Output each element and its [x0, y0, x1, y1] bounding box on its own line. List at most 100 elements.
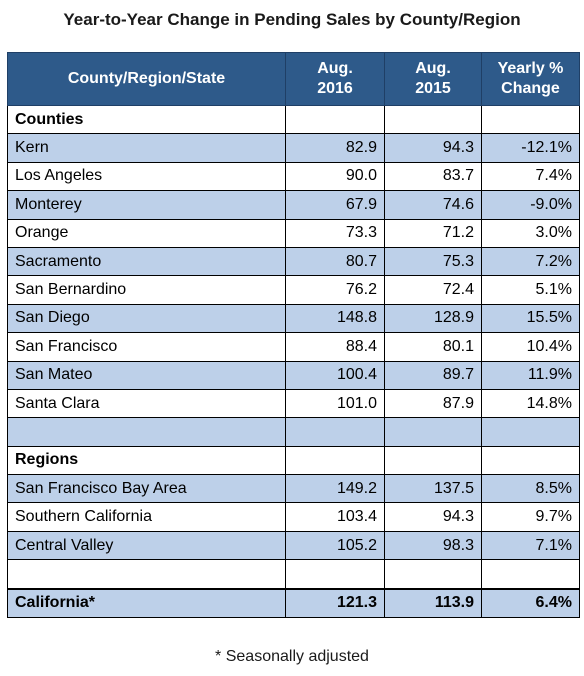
cell-aug-2015	[384, 559, 482, 590]
cell-aug-2015	[384, 445, 482, 476]
cell-yearly-change: 9.7%	[481, 502, 580, 532]
cell-yearly-change: 6.4%	[481, 587, 580, 619]
row-label: San Francisco	[7, 332, 286, 362]
cell-aug-2015: 83.7	[384, 161, 482, 192]
cell-yearly-change: 5.1%	[481, 275, 580, 305]
section-row: Counties	[7, 104, 580, 135]
table-row: San Francisco 88.4 80.1 10.4%	[7, 332, 580, 362]
cell-aug-2016: 101.0	[285, 388, 385, 419]
row-label: Central Valley	[7, 530, 286, 561]
cell-yearly-change	[481, 417, 580, 447]
table-header: County/Region/State Aug. 2016 Aug. 2015 Yearl…	[7, 52, 580, 106]
cell-yearly-change	[481, 445, 580, 476]
cell-yearly-change: -9.0%	[481, 190, 580, 220]
row-label: San Diego	[7, 303, 286, 334]
cell-yearly-change: 14.8%	[481, 388, 580, 419]
row-label: Los Angeles	[7, 161, 286, 192]
cell-aug-2015: 137.5	[384, 474, 482, 504]
cell-aug-2016: 103.4	[285, 502, 385, 532]
cell-aug-2015: 128.9	[384, 303, 482, 334]
cell-yearly-change: 3.0%	[481, 218, 580, 248]
column-header-line2: 2016	[317, 80, 353, 97]
cell-yearly-change: 15.5%	[481, 303, 580, 334]
header-row: County/Region/State Aug. 2016 Aug. 2015 Yearl…	[7, 52, 580, 106]
pending-sales-table: County/Region/State Aug. 2016 Aug. 2015 Yearl…	[7, 52, 580, 619]
row-label: Regions	[7, 445, 286, 476]
row-label: San Bernardino	[7, 275, 286, 305]
total-row: California* 121.3 113.9 6.4%	[7, 587, 580, 619]
cell-aug-2016	[285, 104, 385, 135]
cell-aug-2015: 98.3	[384, 530, 482, 561]
cell-aug-2016: 88.4	[285, 332, 385, 362]
table-row: Monterey 67.9 74.6 -9.0%	[7, 190, 580, 220]
column-header-line2: Change	[501, 80, 560, 97]
cell-yearly-change	[481, 104, 580, 135]
table-row: San Bernardino 76.2 72.4 5.1%	[7, 275, 580, 305]
spacer-row	[7, 559, 580, 590]
cell-aug-2015	[384, 417, 482, 447]
table-title: Year-to-Year Change in Pending Sales by …	[63, 10, 521, 29]
row-label: Orange	[7, 218, 286, 248]
table-row: San Mateo 100.4 89.7 11.9%	[7, 360, 580, 390]
cell-aug-2015: 72.4	[384, 275, 482, 305]
row-label: Sacramento	[7, 246, 286, 277]
row-label	[7, 417, 286, 447]
column-header-line1: Aug.	[317, 60, 353, 77]
table-row: Orange 73.3 71.2 3.0%	[7, 218, 580, 248]
row-label: California*	[7, 587, 286, 619]
cell-aug-2015: 89.7	[384, 360, 482, 390]
cell-aug-2015: 71.2	[384, 218, 482, 248]
cell-aug-2015: 94.3	[384, 133, 482, 163]
cell-yearly-change: 11.9%	[481, 360, 580, 390]
cell-aug-2015: 75.3	[384, 246, 482, 277]
cell-aug-2016: 148.8	[285, 303, 385, 334]
cell-aug-2016	[285, 445, 385, 476]
cell-aug-2015: 87.9	[384, 388, 482, 419]
cell-aug-2015: 74.6	[384, 190, 482, 220]
cell-yearly-change: 8.5%	[481, 474, 580, 504]
cell-aug-2016: 76.2	[285, 275, 385, 305]
column-header-line1: Yearly %	[497, 60, 564, 77]
column-header-line1: Aug.	[415, 60, 451, 77]
row-label: Monterey	[7, 190, 286, 220]
table-row: San Francisco Bay Area 149.2 137.5 8.5%	[7, 474, 580, 504]
row-label: Kern	[7, 133, 286, 163]
cell-aug-2016: 67.9	[285, 190, 385, 220]
column-header-aug-2015: Aug. 2015	[384, 52, 482, 106]
table-row: Kern 82.9 94.3 -12.1%	[7, 133, 580, 163]
cell-yearly-change: 7.4%	[481, 161, 580, 192]
cell-yearly-change: -12.1%	[481, 133, 580, 163]
row-label: San Francisco Bay Area	[7, 474, 286, 504]
cell-aug-2016	[285, 417, 385, 447]
cell-yearly-change	[481, 559, 580, 590]
column-header-yearly-change: Yearly % Change	[481, 52, 580, 106]
column-header-aug-2016: Aug. 2016	[285, 52, 385, 106]
cell-aug-2016: 100.4	[285, 360, 385, 390]
row-label	[7, 559, 286, 590]
cell-aug-2015: 80.1	[384, 332, 482, 362]
cell-aug-2016: 105.2	[285, 530, 385, 561]
cell-aug-2016: 82.9	[285, 133, 385, 163]
cell-aug-2016	[285, 559, 385, 590]
section-row: Regions	[7, 445, 580, 476]
table-row: Central Valley 105.2 98.3 7.1%	[7, 530, 580, 561]
spacer-row	[7, 417, 580, 447]
table-body: Counties Kern 82.9 94.3 -12.1% Los Angeles 90.…	[7, 104, 580, 619]
footnote: * Seasonally adjusted	[215, 648, 369, 665]
column-header-line1: County/Region/State	[67, 70, 226, 87]
cell-aug-2016: 121.3	[285, 587, 385, 619]
table-row: San Diego 148.8 128.9 15.5%	[7, 303, 580, 334]
row-label: Santa Clara	[7, 388, 286, 419]
cell-yearly-change: 7.1%	[481, 530, 580, 561]
cell-aug-2016: 73.3	[285, 218, 385, 248]
cell-aug-2015: 113.9	[384, 587, 482, 619]
cell-aug-2016: 90.0	[285, 161, 385, 192]
row-label: San Mateo	[7, 360, 286, 390]
table-row: Sacramento 80.7 75.3 7.2%	[7, 246, 580, 277]
row-label: Southern California	[7, 502, 286, 532]
cell-aug-2016: 149.2	[285, 474, 385, 504]
cell-yearly-change: 7.2%	[481, 246, 580, 277]
row-label: Counties	[7, 104, 286, 135]
cell-aug-2015	[384, 104, 482, 135]
cell-aug-2015: 94.3	[384, 502, 482, 532]
